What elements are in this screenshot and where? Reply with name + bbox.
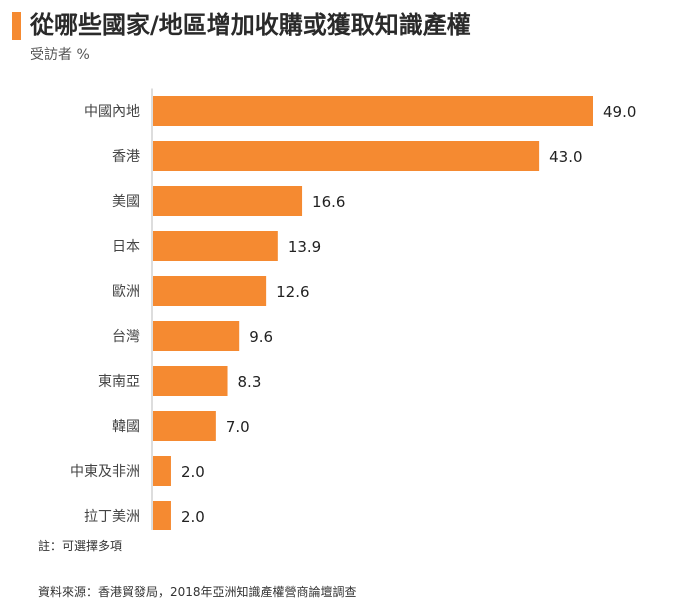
chart-subtitle: 受訪者 %: [30, 47, 90, 63]
category-label: 中東及非洲: [70, 464, 140, 480]
value-label: 12.6: [276, 283, 309, 301]
category-label: 日本: [112, 239, 140, 255]
bar: [153, 96, 593, 126]
category-label: 香港: [112, 149, 140, 165]
value-label: 13.9: [288, 238, 321, 256]
bar-chart: 中國內地 49.0 香港 43.0 美國 16.6 日本 13.9 歐洲 12.6 台灣 9.6 東南亞…: [70, 88, 636, 530]
category-label: 台灣: [112, 329, 140, 345]
bar: [153, 276, 267, 306]
footnote-note: 註：可選擇多項: [38, 539, 123, 553]
category-label: 東南亞: [98, 374, 140, 390]
category-label: 美國: [112, 194, 140, 210]
bar: [153, 411, 216, 441]
category-label: 中國內地: [84, 104, 140, 120]
category-label: 歐洲: [112, 284, 140, 300]
value-label: 2.0: [181, 508, 205, 526]
category-label: 拉丁美洲: [84, 509, 140, 525]
footnote-source: 資料來源：香港貿發局，2018年亞洲知識產權營商論壇調查: [38, 585, 357, 599]
bar: [153, 186, 303, 216]
bar: [153, 231, 278, 261]
bar: [153, 141, 540, 171]
value-label: 7.0: [226, 418, 250, 436]
value-label: 9.6: [249, 328, 273, 346]
title-accent-bar: [12, 12, 21, 40]
bar: [153, 366, 228, 396]
bar: [153, 321, 240, 351]
chart-title: 從哪些國家/地區增加收購或獲取知識產權: [30, 11, 471, 39]
value-label: 16.6: [312, 193, 345, 211]
bar: [153, 501, 171, 530]
bar: [153, 456, 171, 486]
category-label: 韓國: [112, 419, 140, 435]
value-label: 2.0: [181, 463, 205, 481]
value-label: 43.0: [549, 148, 582, 166]
value-label: 8.3: [238, 373, 262, 391]
value-label: 49.0: [603, 103, 636, 121]
